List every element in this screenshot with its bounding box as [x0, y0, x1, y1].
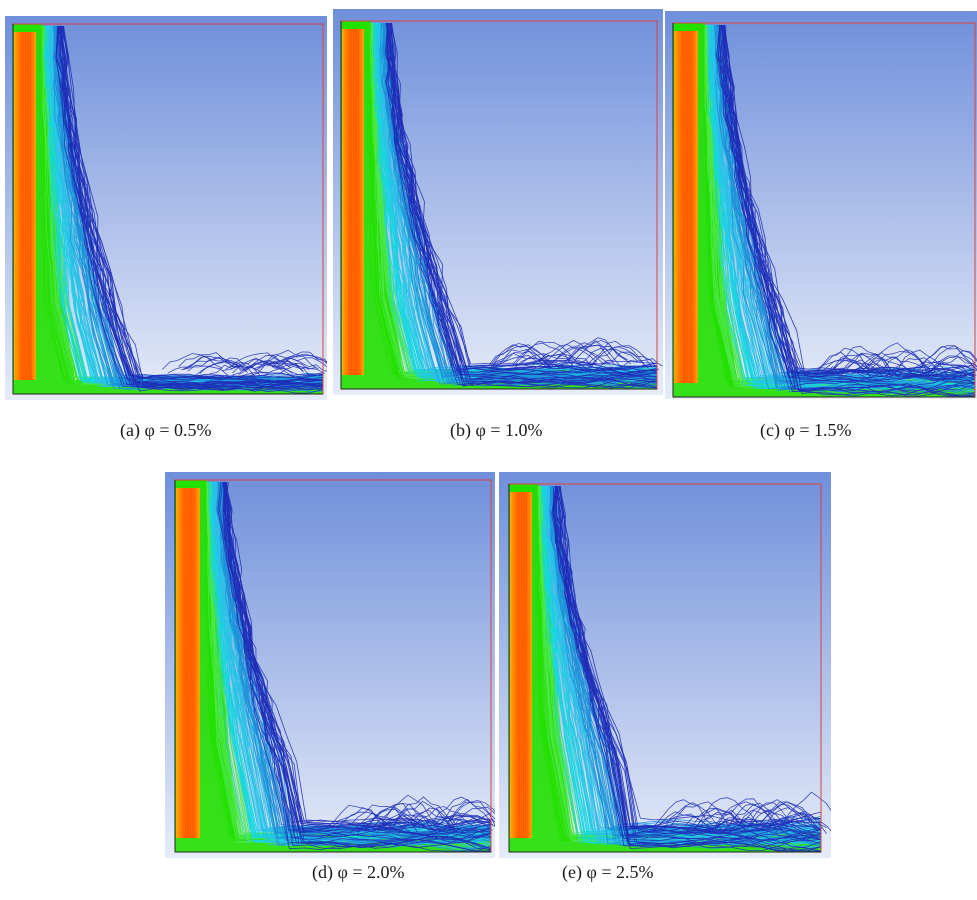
streamline-plot-b [333, 9, 663, 395]
streamline-plot-c [665, 11, 977, 399]
streamline-plot-d [165, 472, 495, 858]
panel-d [165, 472, 495, 858]
caption-b: (b) φ = 1.0% [450, 420, 543, 440]
caption-c: (c) φ = 1.5% [760, 420, 852, 440]
caption-d: (d) φ = 2.0% [312, 862, 405, 882]
panel-a [5, 16, 327, 400]
caption-e: (e) φ = 2.5% [562, 862, 654, 882]
panel-e [499, 472, 831, 858]
panel-c [665, 11, 977, 399]
caption-a: (a) φ = 0.5% [120, 420, 212, 440]
streamline-plot-e [499, 472, 831, 858]
streamline-plot-a [5, 16, 327, 400]
panel-b [333, 9, 663, 395]
